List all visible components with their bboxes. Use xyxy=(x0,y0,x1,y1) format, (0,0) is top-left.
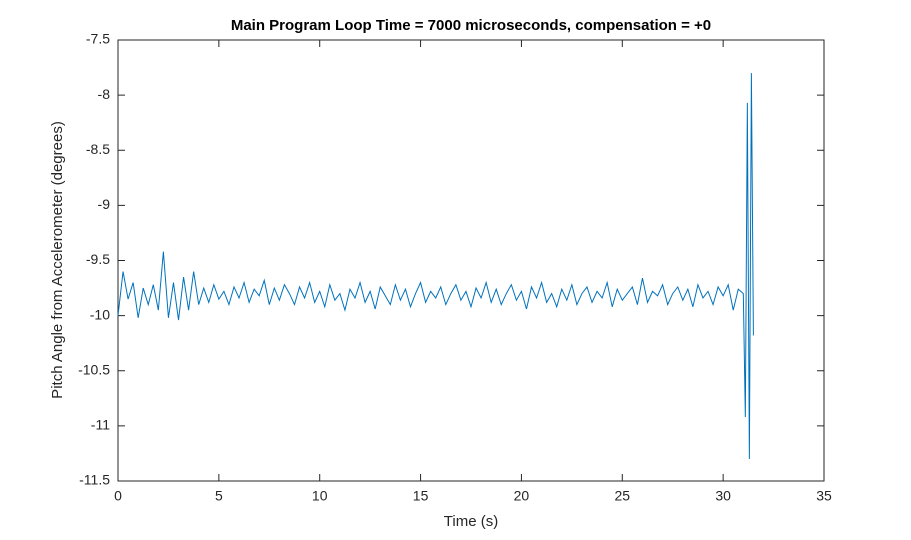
y-tick-label: -10 xyxy=(90,306,110,322)
y-tick-label: -8 xyxy=(98,86,111,102)
y-axis-label: Pitch Angle from Accelerometer (degrees) xyxy=(49,121,66,399)
y-tick-label: -10.5 xyxy=(78,361,110,377)
x-tick-label: 10 xyxy=(312,488,328,504)
x-tick-label: 20 xyxy=(514,488,530,504)
y-tick-label: -9.5 xyxy=(86,251,110,267)
x-tick-label: 30 xyxy=(715,488,731,504)
x-tick-label: 15 xyxy=(413,488,429,504)
plot-area xyxy=(117,39,825,482)
y-tick-label: -11 xyxy=(91,417,110,433)
y-tick-label: -7.5 xyxy=(86,31,110,47)
x-tick-label: 5 xyxy=(215,488,223,504)
x-tick-label: 0 xyxy=(114,488,122,504)
x-tick-label: 35 xyxy=(816,488,832,504)
chart-title: Main Program Loop Time = 7000 microsecon… xyxy=(231,17,711,34)
y-tick-label: -11.5 xyxy=(79,472,110,488)
x-tick-label: 25 xyxy=(614,488,630,504)
data-line xyxy=(117,73,754,459)
y-tick-label: -9 xyxy=(98,196,111,212)
x-axis-label: Time (s) xyxy=(444,513,498,530)
y-tick-label: -8.5 xyxy=(86,141,110,157)
